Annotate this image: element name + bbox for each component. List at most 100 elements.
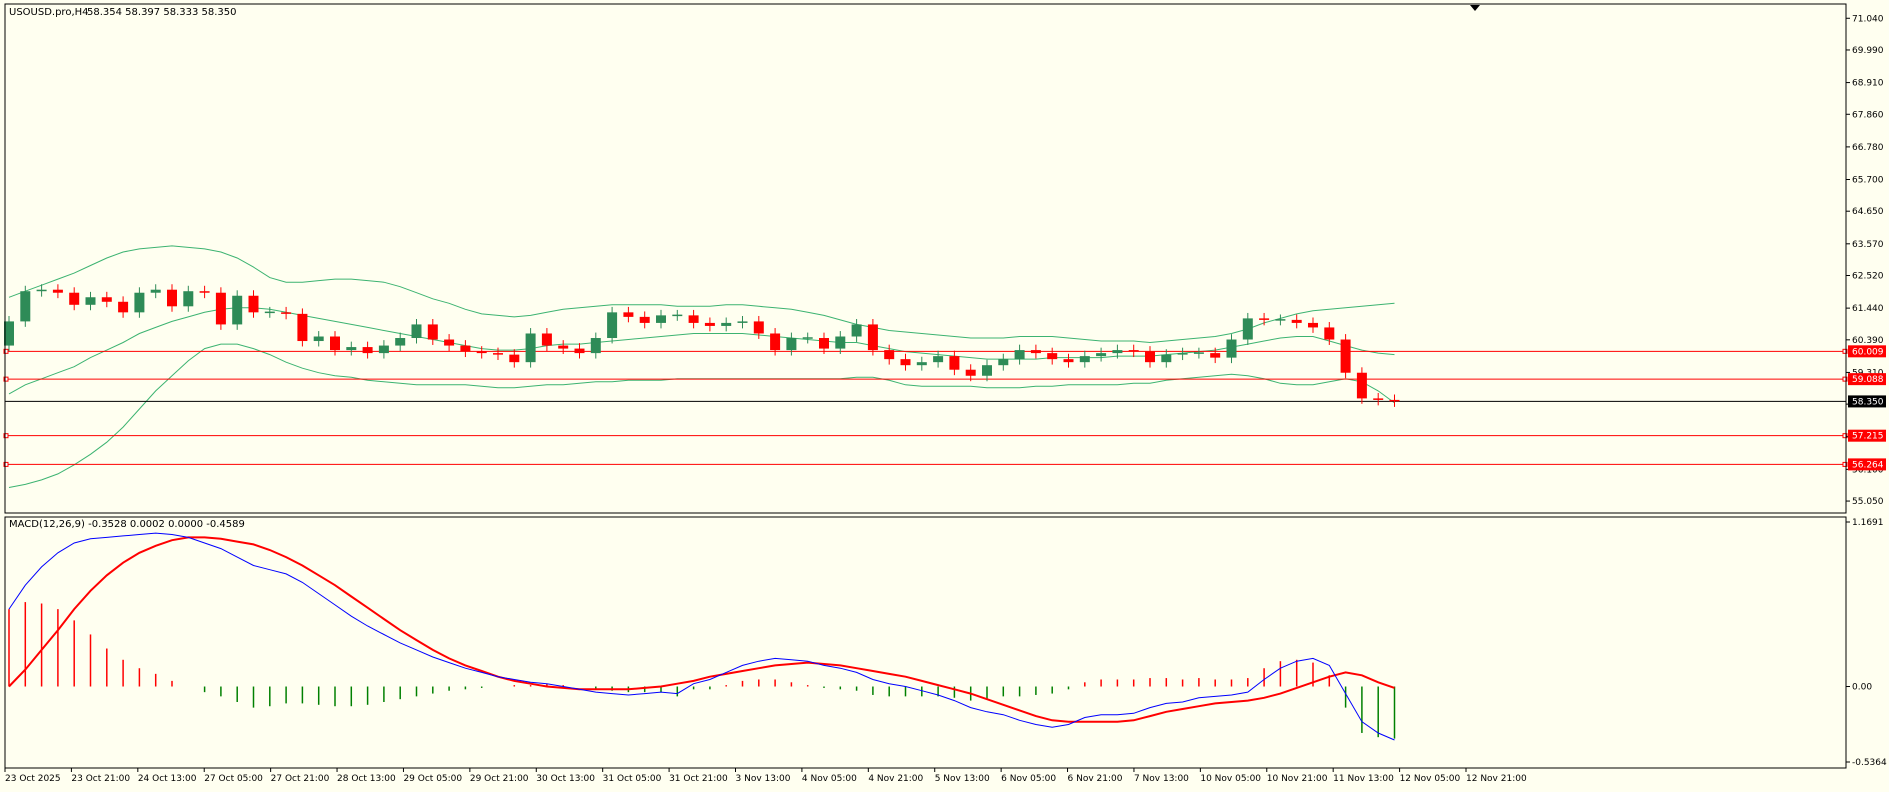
current-price-label: 58.350 xyxy=(1852,397,1884,407)
candle-bearish xyxy=(493,353,503,355)
level-price-tag[interactable] xyxy=(1848,458,1886,471)
time-tick-label: 4 Nov 05:00 xyxy=(802,774,857,784)
candle-bearish xyxy=(688,315,699,323)
candle-bullish xyxy=(395,338,406,346)
price-axis[interactable]: 71.040 69.990 68.910 67.860 66.780 65.700 64.6… xyxy=(1846,14,1887,768)
time-tick-label: 10 Nov 05:00 xyxy=(1200,774,1261,784)
candle-bearish xyxy=(1340,339,1351,373)
chart-shift-marker-icon[interactable] xyxy=(1470,5,1480,11)
candle-bearish xyxy=(900,359,911,366)
price-tick-label: 61.440 xyxy=(1852,304,1884,314)
candle-bullish xyxy=(264,311,275,314)
price-tick-label: 60.390 xyxy=(1852,336,1884,346)
candle-bearish xyxy=(444,339,455,346)
candle-bearish xyxy=(215,292,226,325)
time-tick-label: 6 Nov 05:00 xyxy=(1001,774,1056,784)
level-handle-right[interactable] xyxy=(1842,376,1848,382)
level-handle-right[interactable] xyxy=(1842,348,1848,354)
level-price-tag[interactable] xyxy=(1848,345,1886,358)
candle-bullish xyxy=(1242,318,1253,340)
price-tick-label: 65.700 xyxy=(1852,175,1884,185)
price-tick-label: 67.860 xyxy=(1852,110,1884,120)
level-handle-left[interactable] xyxy=(3,348,9,354)
candle-bullish xyxy=(313,336,324,342)
time-tick-label: 7 Nov 13:00 xyxy=(1134,774,1189,784)
level-handle-right[interactable] xyxy=(1842,433,1848,439)
candle-bearish xyxy=(770,333,781,351)
candle-bearish xyxy=(476,351,487,354)
candle-bearish xyxy=(330,336,340,351)
candle-bullish xyxy=(1112,350,1123,354)
candle-bearish xyxy=(1389,399,1400,402)
time-tick-label: 27 Oct 21:00 xyxy=(271,774,330,784)
candles xyxy=(4,284,1400,407)
candle-bullish xyxy=(232,295,243,325)
time-tick-label: 28 Oct 13:00 xyxy=(337,774,396,784)
candle-bullish xyxy=(982,365,992,376)
price-tick-label: 71.040 xyxy=(1852,14,1884,24)
level-handle-left[interactable] xyxy=(3,461,9,467)
time-tick-label: 5 Nov 13:00 xyxy=(935,774,990,784)
candle-bullish xyxy=(1177,353,1188,355)
candle-bullish xyxy=(1161,354,1172,363)
candle-bearish xyxy=(965,369,976,376)
bollinger-upper-line xyxy=(8,245,1395,344)
time-tick-label: 24 Oct 13:00 xyxy=(138,774,197,784)
time-tick-label: 11 Nov 13:00 xyxy=(1333,774,1394,784)
horizontal-levels[interactable] xyxy=(3,348,1848,467)
time-tick-label: 3 Nov 13:00 xyxy=(736,774,791,784)
candle-bullish xyxy=(590,338,601,354)
current-price-tag[interactable] xyxy=(1848,395,1886,408)
candle-bearish xyxy=(101,297,112,302)
level-handle-right[interactable] xyxy=(1842,461,1848,467)
time-tick-label: 6 Nov 21:00 xyxy=(1068,774,1123,784)
candle-bullish xyxy=(4,321,14,346)
price-tick-label: 62.520 xyxy=(1852,272,1884,282)
candle-bullish xyxy=(802,337,813,339)
level-price-tag[interactable] xyxy=(1848,373,1886,386)
candle-bearish xyxy=(362,347,373,354)
price-tick-label: 55.050 xyxy=(1852,497,1884,507)
candle-bullish xyxy=(378,345,389,354)
macd-tick-label: -0.5364 xyxy=(1852,758,1887,768)
candle-bearish xyxy=(118,301,129,313)
candle-bullish xyxy=(786,338,797,351)
macd-tick-label: 0.00 xyxy=(1852,683,1872,693)
time-tick-label: 12 Nov 21:00 xyxy=(1466,774,1527,784)
time-tick-label: 10 Nov 21:00 xyxy=(1267,774,1328,784)
candle-bearish xyxy=(1210,353,1221,358)
time-axis[interactable]: 23 Oct 2025 23 Oct 21:00 24 Oct 13:00 27 Oc… xyxy=(4,768,1527,784)
price-tick-label: 63.570 xyxy=(1852,240,1884,250)
macd-label: MACD(12,26,9) -0.3528 0.0002 0.0000 -0.4… xyxy=(9,519,245,530)
candle-bearish xyxy=(167,289,177,307)
candle-bullish xyxy=(672,314,683,317)
candle-bearish xyxy=(1063,359,1074,363)
candle-bullish xyxy=(1193,352,1204,354)
price-tick-label: 68.910 xyxy=(1852,79,1884,89)
candle-bullish xyxy=(607,312,618,339)
macd-histogram xyxy=(8,602,1396,739)
symbol-title: USOUSD.pro,H4 xyxy=(9,7,89,18)
candle-bearish xyxy=(949,356,960,370)
candle-bearish xyxy=(460,345,471,352)
candle-bearish xyxy=(623,312,634,317)
main-panel-border xyxy=(4,3,1847,514)
macd-tick-label: 1.1691 xyxy=(1852,518,1884,528)
level-handle-left[interactable] xyxy=(3,376,9,382)
level-price-tag[interactable] xyxy=(1848,429,1886,442)
time-tick-label: 29 Oct 05:00 xyxy=(403,774,462,784)
time-tick-label: 31 Oct 05:00 xyxy=(603,774,662,784)
candle-bullish xyxy=(656,315,666,323)
candle-bullish xyxy=(721,322,732,326)
candle-bullish xyxy=(998,359,1009,366)
candle-bearish xyxy=(69,292,80,305)
candle-bullish xyxy=(1275,319,1286,321)
level-price-label: 57.215 xyxy=(1852,432,1884,442)
candle-bullish xyxy=(85,297,96,305)
candle-bearish xyxy=(1030,350,1041,354)
level-handle-left[interactable] xyxy=(3,433,9,439)
candle-bearish xyxy=(639,316,650,323)
candle-bearish xyxy=(1259,318,1270,320)
time-tick-label: 29 Oct 21:00 xyxy=(470,774,529,784)
